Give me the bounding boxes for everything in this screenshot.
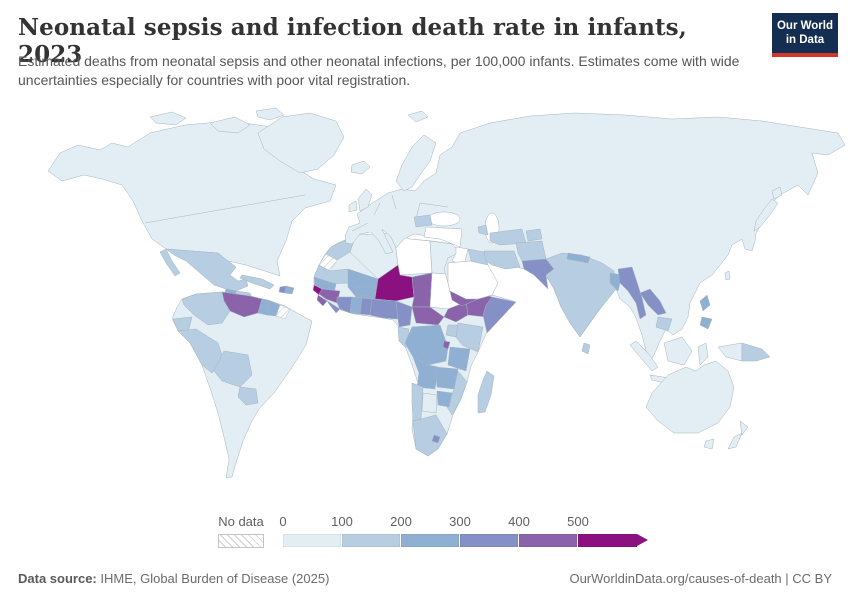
country-paraguay[interactable] <box>237 386 259 406</box>
country-yemen[interactable] <box>449 290 479 307</box>
country-romania[interactable] <box>413 214 433 228</box>
country-nepal[interactable] <box>566 252 591 264</box>
island-sulawesi[interactable] <box>697 342 709 366</box>
data-source-label: Data source: <box>18 571 97 586</box>
country-drc[interactable] <box>404 324 449 366</box>
legend-tick-400: 400 <box>508 514 530 529</box>
black-sea <box>427 211 461 227</box>
country-cote-divoire[interactable] <box>336 296 353 314</box>
country-iceland[interactable] <box>350 160 371 175</box>
island-sumatra[interactable] <box>629 340 659 372</box>
country-lesotho[interactable] <box>431 434 441 444</box>
country-japan[interactable] <box>753 186 783 232</box>
country-zimbabwe[interactable] <box>436 390 453 408</box>
country-cameroon[interactable] <box>395 300 413 328</box>
owid-logo-line1: Our World <box>776 20 833 32</box>
country-tanzania[interactable] <box>447 346 471 372</box>
country-turkey[interactable] <box>423 226 463 248</box>
country-cuba[interactable] <box>239 274 275 290</box>
license-link[interactable]: OurWorldinData.org/causes-of-death | CC … <box>569 571 832 586</box>
continent-north-america[interactable] <box>47 120 337 277</box>
country-myanmar[interactable] <box>617 266 647 320</box>
page-title: Neonatal sepsis and infection death rate… <box>18 14 687 68</box>
country-guinea[interactable] <box>318 288 341 304</box>
ireland[interactable] <box>348 200 358 213</box>
legend-segment-300-400[interactable] <box>460 534 519 547</box>
legend-segment-200-300[interactable] <box>401 534 460 547</box>
legend-bar[interactable] <box>283 534 648 547</box>
page-subtitle: Estimated deaths from neonatal sepsis an… <box>18 53 740 89</box>
country-rwanda-burundi[interactable] <box>442 340 451 350</box>
legend-tick-100: 100 <box>331 514 353 529</box>
legend-tick-500: 500 <box>567 514 589 529</box>
country-philippines[interactable] <box>699 294 713 330</box>
legend-tick-0: 0 <box>279 514 287 529</box>
data-source[interactable]: Data source: IHME, Global Burden of Dise… <box>18 571 329 586</box>
legend-segment-0-100[interactable] <box>283 534 342 547</box>
island-borneo[interactable] <box>663 336 693 366</box>
country-mexico[interactable] <box>159 248 249 292</box>
country-greenland[interactable] <box>257 112 345 174</box>
legend-arrow-icon <box>637 534 648 546</box>
data-source-text: IHME, Global Burden of Disease (2025) <box>96 571 330 586</box>
country-dominican-republic[interactable] <box>284 285 295 295</box>
country-somalia[interactable] <box>482 296 517 334</box>
country-taiwan[interactable] <box>724 270 731 281</box>
country-laos[interactable] <box>639 288 667 316</box>
map-legend[interactable]: No data 0 100 200 300 400 500 <box>218 514 658 554</box>
country-colombia[interactable] <box>181 291 231 326</box>
country-namibia[interactable] <box>411 382 424 422</box>
country-india[interactable] <box>545 252 617 338</box>
legend-no-data-swatch[interactable] <box>218 534 264 548</box>
arctic-islands <box>149 107 429 134</box>
country-sri-lanka[interactable] <box>581 342 591 355</box>
country-australia[interactable] <box>645 360 735 434</box>
country-chad[interactable] <box>411 272 433 308</box>
country-kyrgyzstan-tajikistan[interactable] <box>525 228 543 242</box>
country-botswana[interactable] <box>421 392 438 414</box>
country-iran[interactable] <box>483 250 521 270</box>
legend-segment-100-200[interactable] <box>342 534 401 547</box>
country-central-african-republic[interactable] <box>411 306 445 326</box>
country-burkina-faso[interactable] <box>355 286 375 298</box>
country-south-africa[interactable] <box>412 414 448 457</box>
united-kingdom[interactable] <box>357 188 373 212</box>
country-mozambique[interactable] <box>446 370 468 416</box>
island-tasmania[interactable] <box>703 438 715 450</box>
country-azerbaijan[interactable] <box>477 224 489 236</box>
country-french-guiana[interactable] <box>275 304 291 320</box>
owid-logo[interactable]: Our World in Data <box>772 13 838 57</box>
owid-logo-line2: in Data <box>785 34 825 47</box>
country-turkmenistan-uzbekistan[interactable] <box>489 228 527 246</box>
legend-tick-300: 300 <box>449 514 471 529</box>
country-liberia[interactable] <box>326 300 341 314</box>
island-new-guinea-west[interactable] <box>717 342 743 362</box>
legend-segment-400-500[interactable] <box>519 534 578 547</box>
legend-tick-200: 200 <box>390 514 412 529</box>
world-map-svg[interactable] <box>0 103 850 515</box>
world-choropleth-map[interactable] <box>0 103 850 515</box>
country-nigeria[interactable] <box>369 298 399 320</box>
country-sierra-leone[interactable] <box>316 294 328 307</box>
country-madagascar[interactable] <box>477 370 495 414</box>
border-canada-us <box>144 194 306 224</box>
country-new-zealand[interactable] <box>727 420 749 450</box>
country-afghanistan[interactable] <box>515 240 547 262</box>
europe-borders <box>351 194 449 232</box>
country-angola[interactable] <box>412 356 439 390</box>
legend-no-data-label: No data <box>218 514 264 529</box>
scandinavia[interactable] <box>395 134 437 192</box>
country-papua-new-guinea[interactable] <box>741 342 771 362</box>
country-kenya[interactable] <box>455 322 484 353</box>
legend-segment-500+[interactable] <box>578 534 637 547</box>
country-cambodia[interactable] <box>655 316 673 332</box>
